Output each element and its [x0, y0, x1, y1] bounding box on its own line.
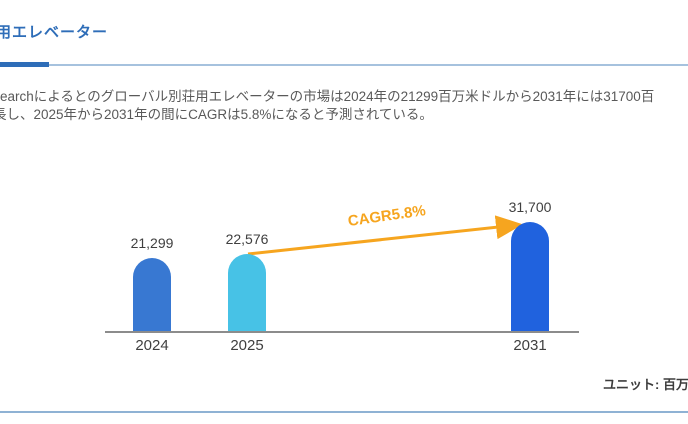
value-label-2025: 22,576 [225, 231, 269, 247]
value-label-2024: 21,299 [130, 235, 174, 251]
value-label-2031: 31,700 [508, 199, 552, 215]
bar-chart: CAGR5.8% 21,299 2024 22,576 2025 31,700 … [0, 190, 688, 355]
description-line-2: 長し、2025年から2031年の間にCAGRは5.8%になると予測されている。 [0, 107, 433, 122]
description-line-1: earchによるとのグローバル別荘用エレベーターの市場は2024年の21299百… [0, 89, 655, 104]
bar-group-2024: 21,299 2024 [112, 190, 192, 355]
market-description: earchによるとのグローバル別荘用エレベーターの市場は2024年の21299百… [0, 88, 688, 124]
x-axis-line [105, 331, 579, 333]
cagr-arrow [247, 215, 523, 256]
title-divider-line [0, 64, 688, 66]
unit-label: ユニット: 百万 [603, 377, 688, 392]
bar-2025 [228, 254, 266, 332]
x-tick-2025: 2025 [230, 337, 264, 354]
bar-2031 [511, 222, 549, 332]
bottom-divider [0, 411, 688, 413]
bar-group-2031: 31,700 2031 [490, 190, 570, 355]
page-title: 用エレベーター [0, 24, 109, 41]
x-tick-2024: 2024 [135, 337, 169, 354]
title-divider-accent [0, 62, 49, 67]
bar-2024 [133, 258, 171, 332]
bar-group-2025: 22,576 2025 [207, 190, 287, 355]
x-tick-2031: 2031 [513, 337, 547, 354]
